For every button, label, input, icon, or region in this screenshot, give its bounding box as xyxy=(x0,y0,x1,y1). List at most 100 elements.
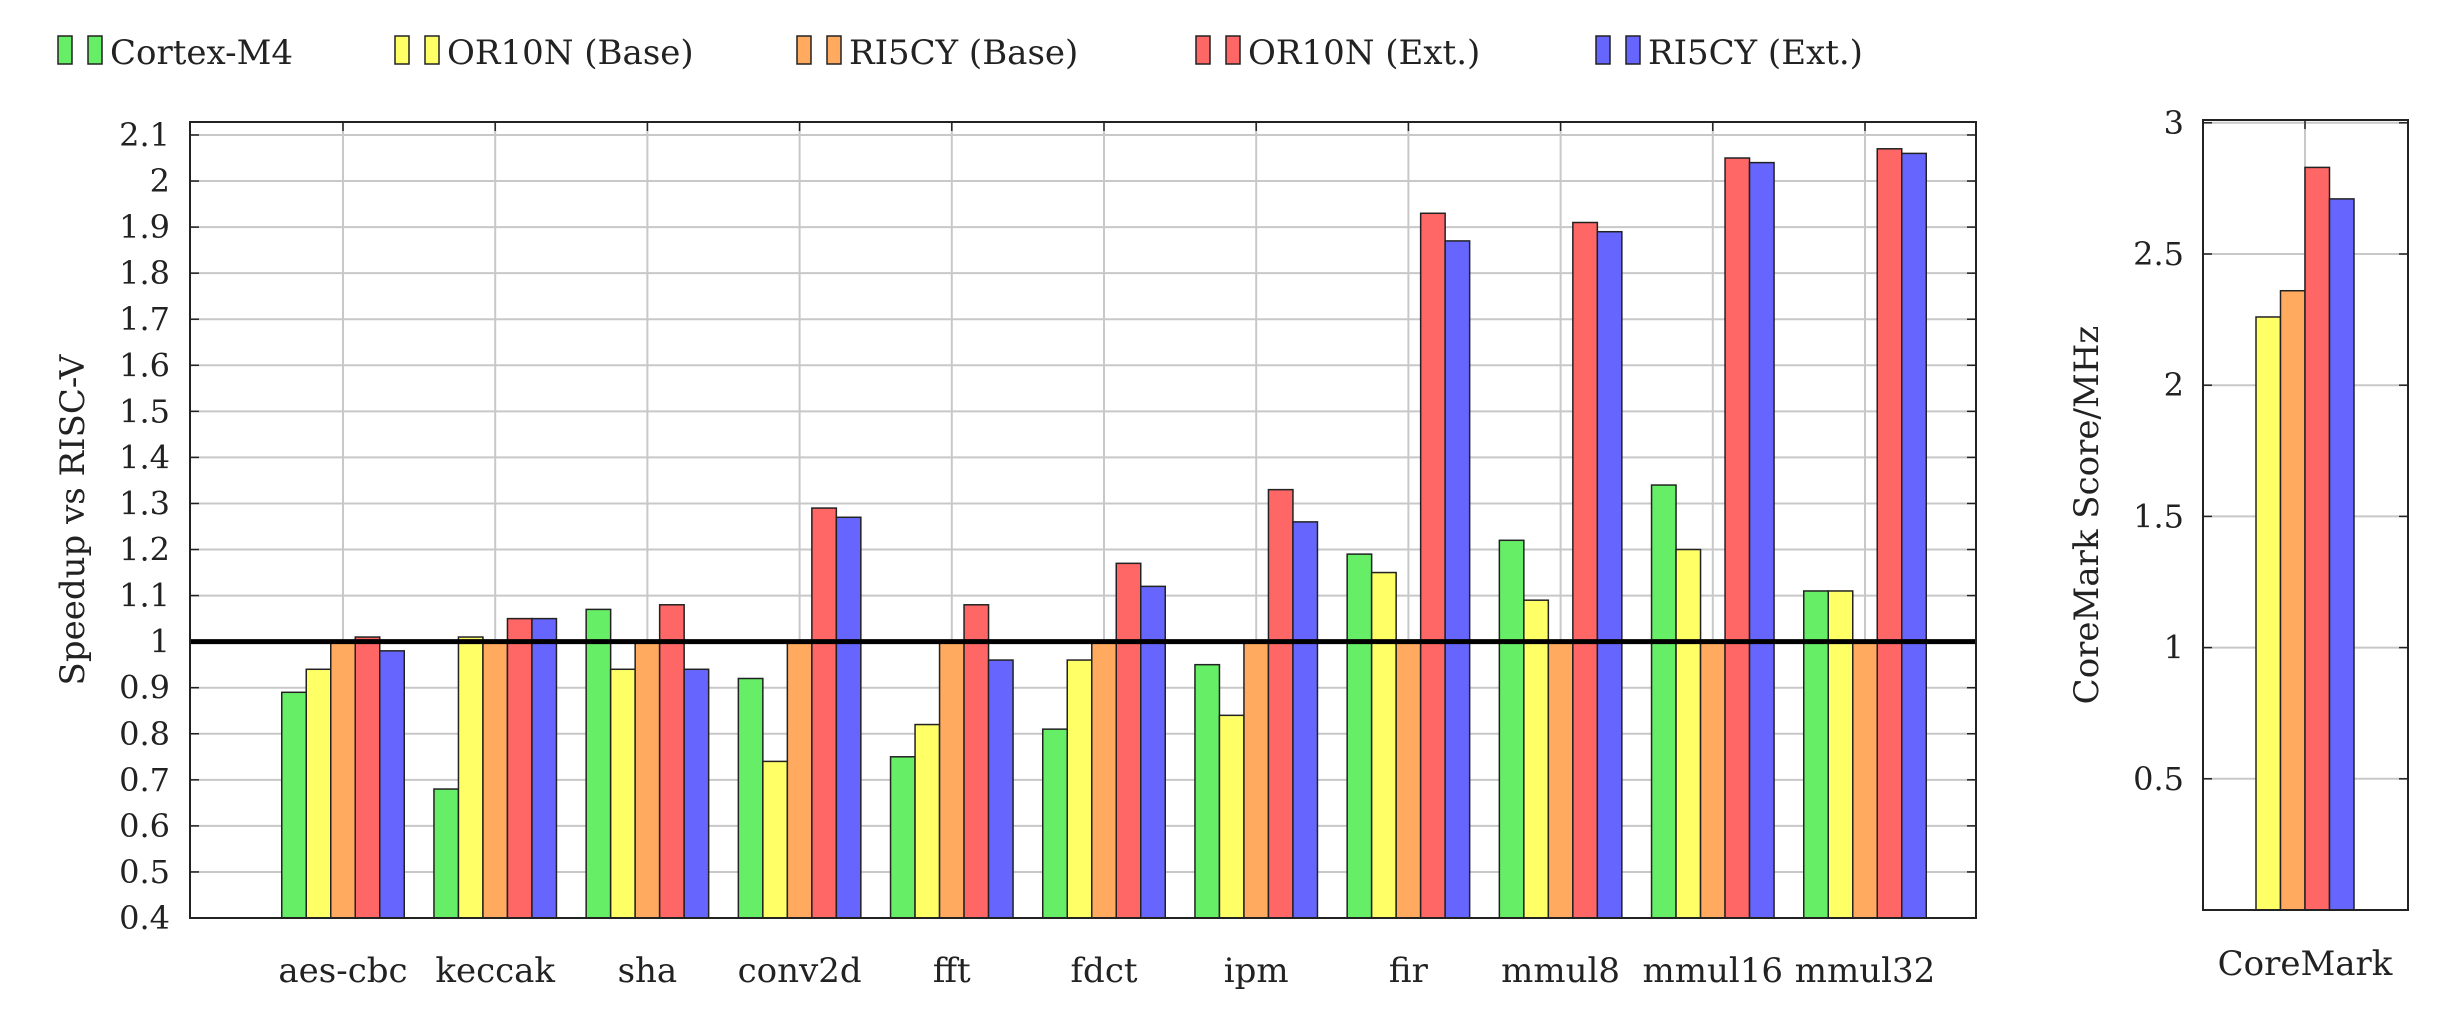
legend-swatch-ri5cy-ext xyxy=(1625,35,1641,65)
legend-label-or10n-base: OR10N (Base) xyxy=(447,33,694,73)
side-ytick-label: 1 xyxy=(2164,629,2184,667)
coremark-chart: 0.5 1 1.5 2 2.5 3 CoreMark CoreMark Score/MHz xyxy=(2067,104,2409,984)
bar-mmul8-cortex-m4 xyxy=(1498,539,1525,919)
main-xtick-label-mmul32: mmul32 xyxy=(1795,951,1936,991)
main-xtick-label-keccak: keccak xyxy=(435,951,555,991)
side-xtick-label-coremark: CoreMark xyxy=(2218,944,2393,984)
main-ytick-label: 1.2 xyxy=(119,531,170,569)
bar-sha-or10n-ext xyxy=(658,604,685,919)
side-ytick-label: 0.5 xyxy=(2133,760,2184,798)
bar-mmul8-ri5cy-ext xyxy=(1596,230,1623,919)
bar-conv2d-or10n-ext xyxy=(811,507,838,919)
bar-mmul8-or10n-ext xyxy=(1572,221,1599,919)
side-ytick-label: 3 xyxy=(2164,104,2184,142)
main-xtick-label-sha: sha xyxy=(618,951,678,991)
main-ytick-label: 0.4 xyxy=(119,899,170,937)
main-ytick-label: 1.5 xyxy=(119,392,170,430)
bar-mmul32-ri5cy-ext xyxy=(1901,152,1927,919)
bar-mmul16-ri5cy-ext xyxy=(1748,161,1775,919)
main-xtick-label-conv2d: conv2d xyxy=(738,951,862,991)
main-ytick-label: 1 xyxy=(150,623,170,661)
main-ytick-label: 1.7 xyxy=(119,300,170,338)
bar-coremark-or10n-ext xyxy=(2304,166,2331,911)
bar-fft-ri5cy-ext xyxy=(987,659,1014,919)
main-ytick-label: 1.9 xyxy=(119,208,170,246)
bar-mmul16-or10n-base xyxy=(1675,548,1702,919)
bar-keccak-or10n-ext xyxy=(506,617,533,919)
main-ytick-label: 2 xyxy=(150,162,170,200)
bar-aes-cbc-cortex-m4 xyxy=(281,691,307,919)
main-ytick-label: 1.8 xyxy=(119,254,170,292)
bar-fft-or10n-base xyxy=(914,723,941,919)
bar-aes-cbc-ri5cy-base xyxy=(330,640,356,919)
bar-conv2d-or10n-base xyxy=(762,760,789,919)
legend: Cortex-M4 OR10N (Base) RI5CY (Base) OR10N (… xyxy=(57,33,1863,73)
bar-keccak-cortex-m4 xyxy=(433,788,460,919)
side-ytick-label: 2.5 xyxy=(2133,235,2184,273)
bar-keccak-or10n-base xyxy=(457,636,484,919)
bar-mmul16-cortex-m4 xyxy=(1650,484,1677,919)
bar-sha-ri5cy-ext xyxy=(683,668,710,919)
legend-swatch-cortex-m4 xyxy=(57,35,73,65)
legend-label-ri5cy-base: RI5CY (Base) xyxy=(849,33,1078,73)
bar-conv2d-cortex-m4 xyxy=(737,677,764,919)
bar-mmul32-or10n-base xyxy=(1827,590,1854,919)
bar-fdct-ri5cy-ext xyxy=(1140,585,1166,919)
bar-fdct-ri5cy-base xyxy=(1091,640,1117,919)
main-ytick-label: 1.3 xyxy=(119,484,170,522)
bar-conv2d-ri5cy-base xyxy=(786,640,813,919)
bar-aes-cbc-or10n-ext xyxy=(354,636,381,919)
bar-fir-ri5cy-ext xyxy=(1444,240,1471,919)
main-ytick-label: 1.1 xyxy=(119,577,170,615)
bar-mmul32-ri5cy-base xyxy=(1852,640,1878,919)
legend-label-cortex-m4: Cortex-M4 xyxy=(110,33,293,73)
bar-ipm-cortex-m4 xyxy=(1194,663,1221,919)
bar-keccak-ri5cy-base xyxy=(482,640,509,919)
bar-aes-cbc-ri5cy-ext xyxy=(379,650,405,919)
bar-aes-cbc-or10n-base xyxy=(305,668,332,919)
main-ytick-label: 2.1 xyxy=(119,116,170,154)
main-ytick-label: 0.5 xyxy=(119,853,170,891)
legend-swatch-cortex-m4 xyxy=(87,35,103,65)
legend-swatch-ri5cy-base xyxy=(826,35,842,65)
main-xtick-label-mmul8: mmul8 xyxy=(1501,951,1620,991)
bar-fir-ri5cy-base xyxy=(1395,640,1422,919)
main-ytick-label: 1.6 xyxy=(119,346,170,384)
bar-sha-or10n-base xyxy=(609,668,636,919)
bar-mmul16-or10n-ext xyxy=(1724,157,1751,919)
side-tick-labels: 0.5 1 1.5 2 2.5 3 CoreMark xyxy=(2133,104,2393,984)
side-plot-frame xyxy=(2202,119,2409,911)
bar-ipm-ri5cy-ext xyxy=(1292,521,1319,919)
main-ytick-label: 0.8 xyxy=(119,715,170,753)
bar-fdct-cortex-m4 xyxy=(1042,728,1068,919)
main-tick-labels: 0.4 0.5 0.6 0.7 0.8 0.9 1 1.1 1.2 1.3 1.4 1.5 1.6 1.7… xyxy=(119,116,1935,991)
bar-coremark-or10n-base xyxy=(2255,316,2282,911)
main-ytick-label: 0.7 xyxy=(119,761,170,799)
bar-mmul16-ri5cy-base xyxy=(1699,640,1726,919)
bar-sha-cortex-m4 xyxy=(585,608,612,919)
main-xtick-label-fft: fft xyxy=(933,951,971,991)
bar-sha-ri5cy-base xyxy=(634,640,661,919)
bar-fft-or10n-ext xyxy=(963,604,990,919)
bar-keccak-ri5cy-ext xyxy=(531,617,558,919)
main-ytick-label: 1.4 xyxy=(119,438,170,476)
legend-label-or10n-ext: OR10N (Ext.) xyxy=(1248,33,1480,73)
side-ytick-label: 1.5 xyxy=(2133,497,2184,535)
main-ytick-label: 0.9 xyxy=(119,669,170,707)
legend-swatch-or10n-base xyxy=(424,35,440,65)
legend-swatch-ri5cy-base xyxy=(796,35,812,65)
bar-fdct-or10n-ext xyxy=(1115,562,1142,919)
main-plot-frame xyxy=(189,121,1977,919)
legend-swatch-ri5cy-ext xyxy=(1595,35,1611,65)
side-y-axis-label: CoreMark Score/MHz xyxy=(2067,326,2107,705)
legend-label-ri5cy-ext: RI5CY (Ext.) xyxy=(1648,33,1863,73)
bar-fir-or10n-base xyxy=(1370,571,1397,919)
legend-swatch-or10n-ext xyxy=(1225,35,1241,65)
main-xtick-label-fir: fir xyxy=(1389,951,1429,991)
main-xtick-label-fdct: fdct xyxy=(1070,951,1137,991)
side-bars xyxy=(2255,166,2355,911)
side-ytick-label: 2 xyxy=(2164,366,2184,404)
bar-fft-ri5cy-base xyxy=(938,640,965,919)
bar-ipm-ri5cy-base xyxy=(1243,640,1270,919)
